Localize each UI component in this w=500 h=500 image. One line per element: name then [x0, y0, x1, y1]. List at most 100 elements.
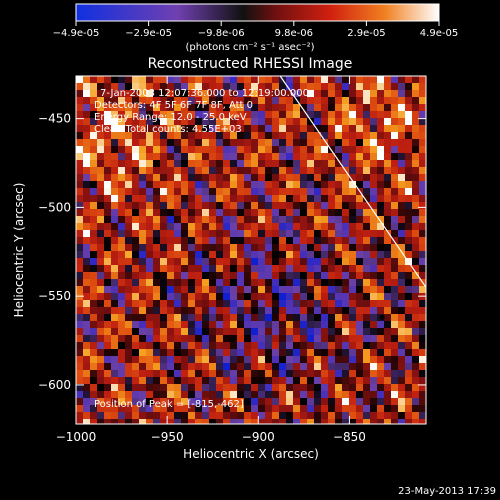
heatmap-cell [398, 153, 405, 160]
heatmap-cell [335, 83, 342, 90]
heatmap-cell [223, 90, 230, 97]
heatmap-cell [307, 293, 314, 300]
heatmap-cell [244, 314, 251, 321]
heatmap-cell [342, 160, 349, 167]
heatmap-cell [258, 76, 265, 83]
heatmap-cell [391, 230, 398, 237]
heatmap-cell [363, 132, 370, 139]
heatmap-cell [160, 76, 167, 83]
heatmap-cell [384, 370, 391, 377]
heatmap-cell [300, 209, 307, 216]
heatmap-cell [160, 195, 167, 202]
heatmap-cell [153, 83, 160, 90]
heatmap-cell [237, 230, 244, 237]
heatmap-cell [293, 216, 300, 223]
heatmap-cell [174, 244, 181, 251]
heatmap-cell [97, 83, 104, 90]
heatmap-cell [286, 279, 293, 286]
heatmap-cell [412, 153, 419, 160]
heatmap-cell [251, 307, 258, 314]
heatmap-cell [349, 160, 356, 167]
heatmap-cell [160, 300, 167, 307]
heatmap-cell [160, 90, 167, 97]
heatmap-cell [363, 181, 370, 188]
heatmap-cell [328, 118, 335, 125]
heatmap-cell [405, 314, 412, 321]
heatmap-cell [153, 230, 160, 237]
heatmap-cell [195, 286, 202, 293]
heatmap-cell [251, 118, 258, 125]
heatmap-cell [412, 125, 419, 132]
heatmap-cell [286, 321, 293, 328]
heatmap-cell [223, 125, 230, 132]
annotation-line: Clean Total counts: 4.55E+03 [94, 124, 242, 135]
heatmap-cell [265, 342, 272, 349]
heatmap-cell [349, 188, 356, 195]
heatmap-cell [314, 286, 321, 293]
heatmap-cell [321, 265, 328, 272]
heatmap-cell [405, 160, 412, 167]
heatmap-cell [188, 195, 195, 202]
heatmap-cell [272, 265, 279, 272]
heatmap-cell [202, 223, 209, 230]
heatmap-cell [90, 118, 97, 125]
heatmap-cell [181, 321, 188, 328]
heatmap-cell [223, 76, 230, 83]
heatmap-cell [307, 125, 314, 132]
heatmap-cell [111, 405, 118, 412]
heatmap-cell [258, 174, 265, 181]
heatmap-cell [237, 286, 244, 293]
heatmap-cell [167, 293, 174, 300]
heatmap-cell [293, 230, 300, 237]
heatmap-cell [209, 412, 216, 419]
heatmap-cell [391, 335, 398, 342]
heatmap-cell [230, 405, 237, 412]
heatmap-cell [321, 398, 328, 405]
heatmap-cell [118, 391, 125, 398]
heatmap-cell [244, 160, 251, 167]
heatmap-cell [104, 181, 111, 188]
heatmap-cell [139, 405, 146, 412]
heatmap-cell [97, 370, 104, 377]
heatmap-cell [153, 363, 160, 370]
heatmap-cell [83, 125, 90, 132]
heatmap-cell [223, 412, 230, 419]
heatmap-cell [111, 160, 118, 167]
heatmap-cell [209, 419, 216, 424]
heatmap-cell [391, 377, 398, 384]
heatmap-cell [160, 370, 167, 377]
heatmap-cell [391, 251, 398, 258]
heatmap-cell [97, 384, 104, 391]
heatmap-cell [419, 237, 426, 244]
heatmap-cell [132, 97, 139, 104]
heatmap-cell [146, 356, 153, 363]
heatmap-cell [251, 104, 258, 111]
heatmap-cell [153, 153, 160, 160]
heatmap-cell [76, 300, 83, 307]
heatmap-cell [293, 349, 300, 356]
heatmap-cell [167, 188, 174, 195]
heatmap-cell [146, 258, 153, 265]
heatmap-cell [188, 209, 195, 216]
heatmap-cell [90, 370, 97, 377]
heatmap-cell [97, 391, 104, 398]
heatmap-cell [209, 132, 216, 139]
heatmap-cell [97, 97, 104, 104]
heatmap-cell [293, 118, 300, 125]
heatmap-cell [384, 153, 391, 160]
heatmap-cell [272, 363, 279, 370]
heatmap-cell [223, 195, 230, 202]
heatmap-cell [258, 398, 265, 405]
heatmap-cell [76, 90, 83, 97]
heatmap-cell [342, 342, 349, 349]
heatmap-cell [181, 90, 188, 97]
heatmap-cell [258, 90, 265, 97]
heatmap-cell [202, 90, 209, 97]
heatmap-cell [202, 167, 209, 174]
heatmap-cell [419, 188, 426, 195]
heatmap-cell [195, 132, 202, 139]
heatmap-cell [405, 111, 412, 118]
heatmap-cell [251, 265, 258, 272]
heatmap-cell [202, 335, 209, 342]
heatmap-cell [286, 286, 293, 293]
